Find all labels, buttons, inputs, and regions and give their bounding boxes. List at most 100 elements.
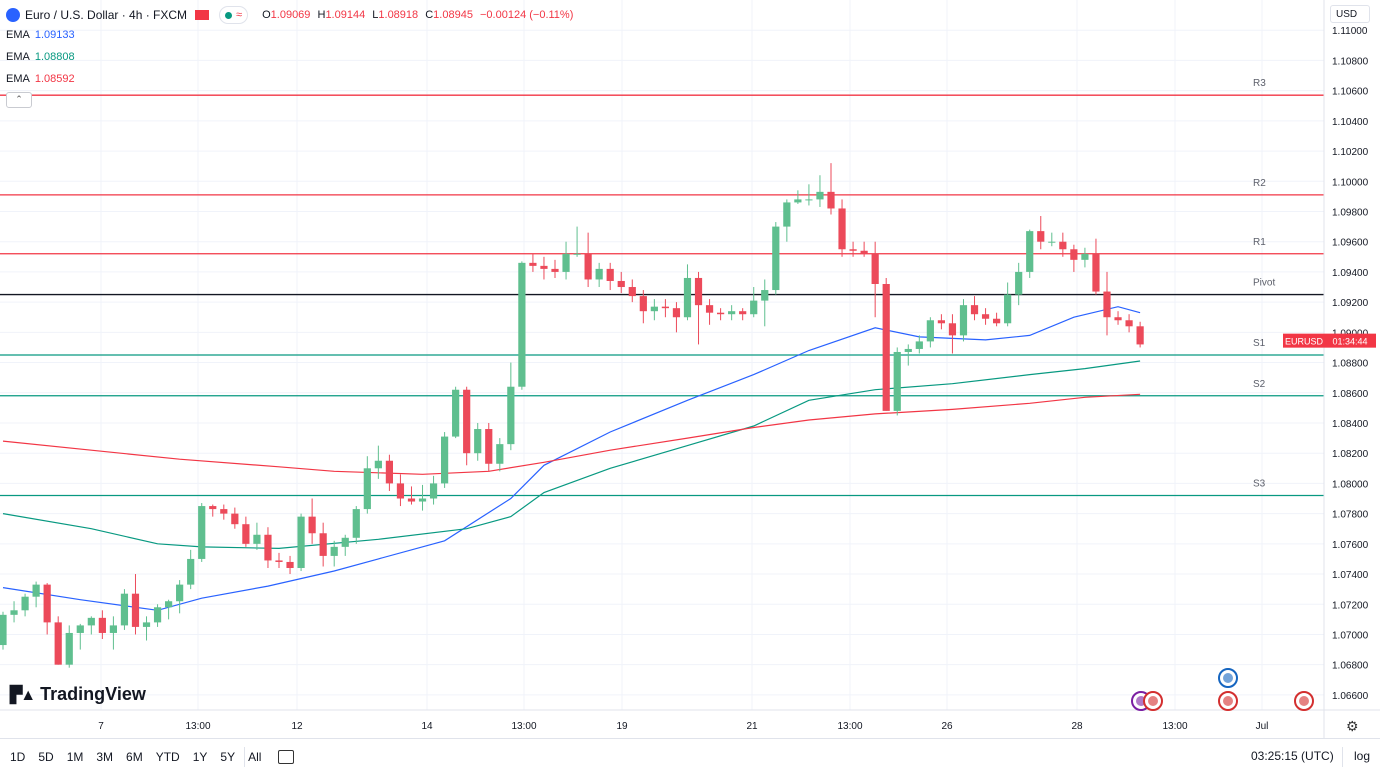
event-flag-icon [1148,696,1158,706]
event-flag-icon [1299,696,1309,706]
ema-legend-1[interactable]: EMA 1.09133 [6,29,75,41]
candle-body [915,341,923,349]
utc-clock[interactable]: 03:25:15 (UTC) [1251,749,1334,763]
range-selector: 1D 5D 1M 3M 6M YTD 1Y 5Y All [10,739,307,775]
range-1d[interactable]: 1D [10,750,26,764]
candle-body [650,306,658,312]
candle-body [209,506,217,510]
range-1m[interactable]: 1M [66,750,84,764]
candle-body [661,306,669,309]
candle-body [617,280,625,288]
candle-body [926,320,934,342]
candle-body [275,560,283,562]
candle-body [562,253,570,272]
candle-body [264,534,272,561]
range-5d[interactable]: 5D [38,750,54,764]
price-axis: 1.11000 1.10800 1.10600 1.10400 1.10200 1.100… [1332,26,1369,702]
open-value: 1.09069 [270,9,311,21]
range-1y[interactable]: 1Y [192,750,208,764]
candle-body [937,320,945,324]
high-value: 1.09144 [325,9,366,21]
market-status-pill[interactable]: ≈ [219,6,249,24]
y-tick-label: 1.07000 [1332,630,1369,641]
wave-icon: ≈ [236,9,243,21]
log-scale-toggle[interactable]: log [1354,749,1371,763]
y-tick-label: 1.08000 [1332,479,1369,490]
x-tick-label: Jul [1256,721,1269,732]
pivot-label-s2: S2 [1253,379,1266,390]
candle-body [849,249,857,251]
x-tick-label: 28 [1071,721,1083,732]
candle-body [584,253,592,280]
time-axis: 7 13:00 12 14 13:00 19 21 13:00 26 28 13:00 Jul [98,721,1268,732]
range-all[interactable]: All [248,750,262,764]
ema-legend-3[interactable]: EMA 1.08592 [6,73,75,85]
chart-legend: Euro / U.S. Dollar · 4h · FXCM ≈ O1.0906… [6,6,573,108]
pivot-levels: R3 R2 R1 Pivot S1 S2 S3 [0,78,1324,497]
candle-body [120,593,129,626]
range-3m[interactable]: 3M [96,750,114,764]
candle-body [904,348,912,352]
y-tick-label: 1.08800 [1332,359,1369,370]
range-5y[interactable]: 5Y [220,750,236,764]
pivot-label-r3: R3 [1253,78,1266,89]
y-tick-label: 1.10800 [1332,56,1369,67]
candle-body [518,262,526,387]
candle-body [948,323,957,336]
ohlc-values: O1.09069 H1.09144 L1.08918 C1.08945 −0.0… [262,9,574,21]
candle-body [220,509,228,514]
candle-body [683,277,692,318]
y-tick-label: 1.10400 [1332,117,1369,128]
candle-body [54,622,62,665]
y-tick-label: 1.07800 [1332,510,1369,521]
symbol-title[interactable]: Euro / U.S. Dollar · 4h · FXCM [25,8,188,22]
candle-body [407,498,416,502]
candle-body [1070,249,1078,260]
candle-body [772,226,780,291]
y-tick-label: 1.09600 [1332,238,1369,249]
range-6m[interactable]: 6M [126,750,143,764]
ema-line-3 [2,393,1141,475]
candle-body [496,444,504,464]
y-tick-label: 1.11000 [1332,26,1368,37]
y-tick-label: 1.07600 [1332,540,1369,551]
ema-legend-2[interactable]: EMA 1.08808 [6,51,75,63]
pivot-label-s3: S3 [1253,478,1266,489]
currency-selector[interactable]: USD [1330,5,1370,23]
y-tick-label: 1.10000 [1332,177,1369,188]
countdown-tag-text: 01:34:44 [1332,337,1367,347]
collapse-legend-button[interactable]: ⌃ [6,92,32,108]
candle-body [418,498,427,502]
candle-body [882,284,890,411]
settings-gear-icon[interactable]: ⚙ [1346,718,1359,734]
candle-body [253,534,261,544]
candle-body [363,468,371,510]
y-tick-label: 1.08400 [1332,419,1369,430]
candle-body [970,305,979,315]
event-flag-icon [1223,696,1233,706]
candle-body [374,460,382,469]
x-tick-label: 26 [941,721,953,732]
candle-body [463,389,471,454]
last-price-tag: EURUSD 01:34:44 [1283,333,1376,348]
candle-body [485,429,493,464]
candle-body [827,191,835,209]
bottom-toolbar: 1D 5D 1M 3M 6M YTD 1Y 5Y All 03:25:15 (U… [0,738,1380,775]
candle-body [153,607,162,623]
candle-body [1015,271,1023,295]
candle-body [507,386,515,445]
calendar-icon[interactable] [278,750,295,764]
symbol-tag-text: EURUSD [1285,337,1324,347]
y-tick-label: 1.09200 [1332,298,1369,309]
candle-body [198,506,206,559]
candle-body [1059,241,1067,250]
candle-body [330,546,338,556]
candle-body [893,351,901,411]
candle-body [838,208,846,250]
candle-body [705,305,714,313]
low-value: 1.08918 [378,9,419,21]
logo-text: TradingView [40,684,146,704]
range-ytd[interactable]: YTD [155,750,180,764]
flag-icon[interactable] [195,10,210,20]
